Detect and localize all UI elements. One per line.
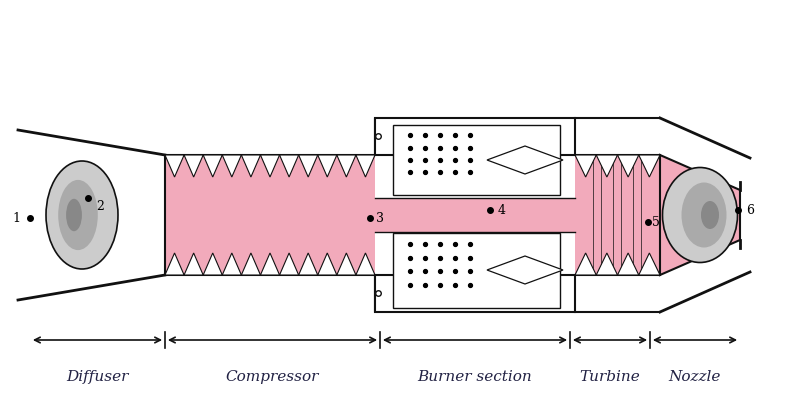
Polygon shape [487, 256, 563, 284]
Polygon shape [356, 155, 375, 177]
Text: 1: 1 [12, 211, 20, 225]
Polygon shape [203, 253, 222, 275]
Polygon shape [318, 155, 337, 177]
Polygon shape [356, 253, 375, 275]
Polygon shape [393, 125, 560, 195]
Ellipse shape [46, 161, 118, 269]
Polygon shape [222, 155, 241, 177]
Polygon shape [184, 253, 203, 275]
Polygon shape [597, 253, 618, 275]
Polygon shape [337, 253, 356, 275]
Ellipse shape [681, 183, 726, 248]
Text: 6: 6 [746, 203, 754, 216]
Polygon shape [298, 155, 318, 177]
Polygon shape [184, 155, 203, 177]
Polygon shape [337, 155, 356, 177]
Polygon shape [279, 253, 298, 275]
Polygon shape [487, 146, 563, 174]
Text: Compressor: Compressor [226, 370, 319, 384]
Polygon shape [375, 118, 575, 155]
Polygon shape [618, 155, 639, 177]
Polygon shape [165, 253, 184, 275]
Polygon shape [575, 155, 597, 177]
Polygon shape [575, 155, 660, 275]
Polygon shape [298, 253, 318, 275]
Polygon shape [639, 155, 660, 177]
Text: 3: 3 [376, 211, 384, 225]
Text: 4: 4 [498, 203, 506, 216]
Polygon shape [261, 253, 279, 275]
Polygon shape [241, 155, 261, 177]
Ellipse shape [701, 201, 719, 229]
Polygon shape [618, 253, 639, 275]
Polygon shape [593, 155, 601, 275]
Polygon shape [575, 253, 597, 275]
Text: Burner section: Burner section [418, 370, 532, 384]
Text: Turbine: Turbine [579, 370, 641, 384]
Polygon shape [222, 253, 241, 275]
Polygon shape [639, 253, 660, 275]
Polygon shape [393, 233, 560, 308]
Polygon shape [261, 155, 279, 177]
Text: 5: 5 [652, 215, 660, 228]
Ellipse shape [58, 180, 98, 250]
Polygon shape [375, 275, 575, 312]
Polygon shape [279, 155, 298, 177]
Ellipse shape [66, 199, 82, 231]
Polygon shape [597, 155, 618, 177]
Text: Nozzle: Nozzle [669, 370, 721, 384]
Polygon shape [165, 155, 375, 275]
Polygon shape [203, 155, 222, 177]
Polygon shape [165, 155, 184, 177]
Polygon shape [318, 253, 337, 275]
Polygon shape [613, 155, 621, 275]
Text: Diffuser: Diffuser [66, 370, 129, 384]
Polygon shape [633, 155, 641, 275]
Polygon shape [660, 155, 740, 275]
Polygon shape [375, 198, 575, 232]
Text: 2: 2 [96, 200, 104, 213]
Ellipse shape [663, 168, 737, 262]
Polygon shape [241, 253, 261, 275]
